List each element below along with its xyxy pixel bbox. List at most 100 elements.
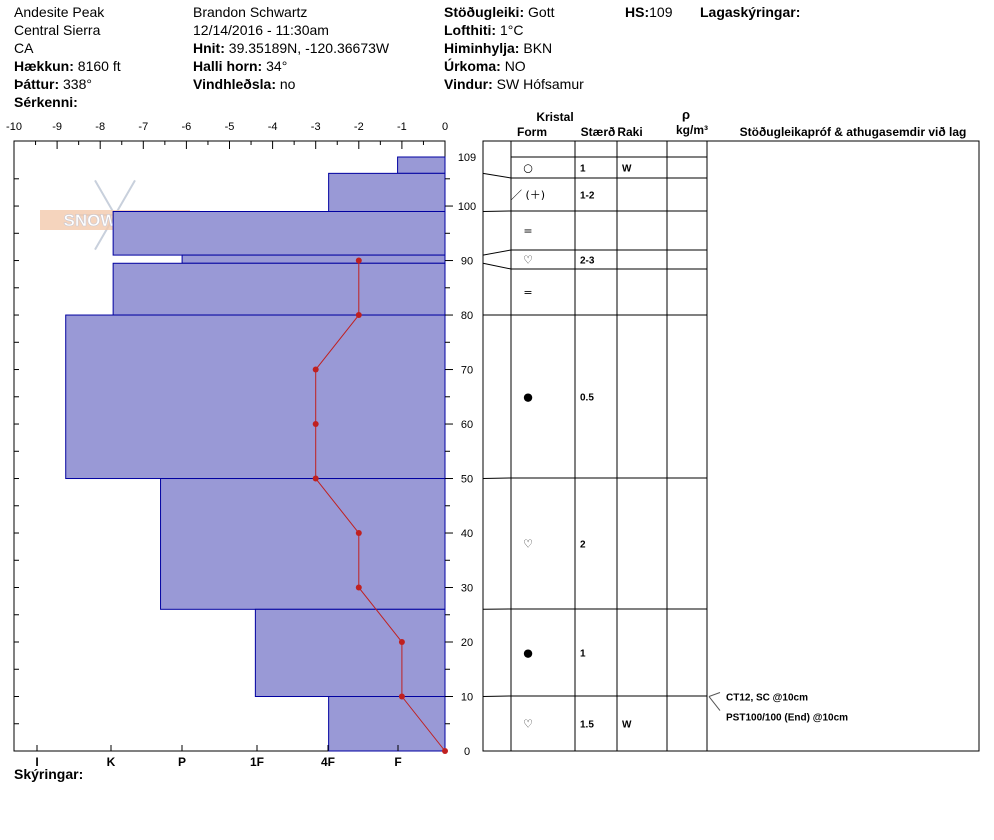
layer-size: 2	[580, 540, 586, 551]
column-header-moisture: Raki	[617, 125, 642, 139]
temperature-point	[355, 530, 362, 537]
temp-tick-label: -7	[138, 121, 148, 133]
layer-size: 2-3	[580, 256, 595, 267]
layer-connector	[482, 249, 512, 256]
height-tick-label: 10	[461, 692, 473, 704]
height-tick-label: 30	[461, 583, 473, 595]
temp-tick-label: -8	[95, 121, 105, 133]
temperature-point	[355, 312, 362, 319]
temp-tick-label: -6	[182, 121, 192, 133]
snowflake-icon-arm	[94, 179, 116, 216]
temp-tick-label: -3	[311, 121, 321, 133]
hardness-layer-7	[254, 608, 446, 698]
hardness-label: 4F	[321, 755, 335, 769]
coords-value: 39.35189N, -120.36673W	[228, 40, 390, 56]
elevation-label: Hækkun:	[14, 58, 74, 74]
layer-moisture: W	[622, 164, 632, 175]
layer-form: ●	[523, 647, 533, 660]
state: CA	[14, 40, 34, 56]
wind-loading-label: Vindhleðsla:	[193, 76, 276, 92]
layer-size: 1.5	[580, 720, 594, 731]
layer-form: =	[523, 286, 532, 299]
height-tick-label: 80	[461, 310, 473, 322]
stability-value: Gott	[528, 4, 555, 20]
temperature-point	[398, 639, 405, 646]
layer-size: 1-2	[580, 191, 595, 202]
temp-tick-label: -2	[354, 121, 364, 133]
temp-tick-label: -5	[225, 121, 235, 133]
stability-test-label: PST100/100 (End) @10cm	[726, 713, 848, 724]
temperature-point	[442, 748, 448, 754]
hardness-layer-4	[112, 262, 446, 316]
height-tick-label: 60	[461, 419, 473, 431]
hardness-layer-5	[65, 314, 446, 480]
aspect-label: Þáttur:	[14, 76, 60, 92]
hardness-label: I	[35, 755, 38, 769]
stability-test-label: CT12, SC @10cm	[726, 693, 808, 704]
aspect: Þáttur: 338°	[14, 76, 92, 92]
height-tick-label: 70	[461, 365, 473, 377]
elevation-value: 8160 ft	[77, 58, 121, 74]
features-label: Sérkenni:	[14, 94, 78, 110]
hs-label: HS:	[625, 4, 650, 20]
temp-tick-label: -10	[6, 121, 22, 133]
column-header-density_unit: kg/m³	[676, 123, 708, 137]
height-tick-label: 20	[461, 637, 473, 649]
temperature-point	[355, 584, 362, 591]
coordinates: Hnit: 39.35189N, -120.36673W	[193, 40, 389, 56]
coords-label: Hnit:	[193, 40, 225, 56]
wind-loading-value: no	[279, 76, 296, 92]
hardness-layer-0	[397, 156, 446, 174]
observer: Brandon Schwartz	[193, 4, 308, 20]
temperature-point	[312, 366, 319, 373]
test-pointer	[708, 696, 721, 711]
hs: HS:109	[625, 4, 672, 20]
height-tick-label: 40	[461, 528, 473, 540]
hardness-label: 1F	[250, 755, 264, 769]
layer-size: 1	[580, 649, 586, 660]
layer-connector	[482, 695, 512, 698]
temperature-point	[355, 257, 362, 264]
layer-form: ♡	[523, 538, 533, 551]
height-tick-label: 0	[464, 746, 470, 758]
stability: Stöðugleiki: Gott	[444, 4, 554, 20]
layer-form: ♡	[523, 254, 533, 267]
precip-value: NO	[504, 58, 526, 74]
air-temp: Lofthiti: 1°C	[444, 22, 523, 38]
layer-moisture: W	[622, 720, 632, 731]
test-pointer	[708, 692, 721, 697]
layer-connector	[482, 477, 512, 480]
slope-label: Halli horn:	[193, 58, 263, 74]
layer-size: 1	[580, 164, 586, 175]
hs-value: 109	[649, 4, 673, 20]
wind-value: SW Hófsamur	[496, 76, 584, 92]
location-name: Andesite Peak	[14, 4, 105, 20]
layer-form: =	[523, 225, 532, 238]
temp-tick-label: 0	[442, 121, 448, 133]
wind-label: Vindur:	[444, 76, 493, 92]
precip: Úrkoma: NO	[444, 58, 526, 74]
height-tick-label: 50	[461, 474, 473, 486]
temperature-line	[315, 260, 446, 752]
layer-grid-frame	[482, 140, 980, 752]
hardness-layer-1	[328, 172, 446, 212]
temp-tick-label: -4	[268, 121, 278, 133]
temperature-point	[312, 421, 319, 428]
air-temp-value: 1°C	[499, 22, 524, 38]
hardness-layer-3	[181, 254, 446, 264]
column-header-crystal: Kristal	[536, 110, 573, 124]
column-header-density_symbol: ρ	[682, 107, 690, 122]
precip-label: Úrkoma:	[444, 58, 501, 74]
height-tick-label: 90	[461, 256, 473, 268]
column-header-tests: Stöðugleikapróf & athugasemdir við lag	[740, 125, 967, 139]
column-header-size: Stærð	[581, 125, 616, 139]
layer-form: ●	[523, 391, 533, 404]
temp-tick-label: -1	[397, 121, 407, 133]
sky-label: Himinhylja:	[444, 40, 520, 56]
wind: Vindur: SW Hófsamur	[444, 76, 584, 92]
height-tick-label: 109	[458, 152, 476, 164]
temperature-point	[312, 475, 319, 482]
snowflake-icon-arm	[114, 179, 136, 216]
datetime: 12/14/2016 - 11:30am	[193, 22, 329, 38]
